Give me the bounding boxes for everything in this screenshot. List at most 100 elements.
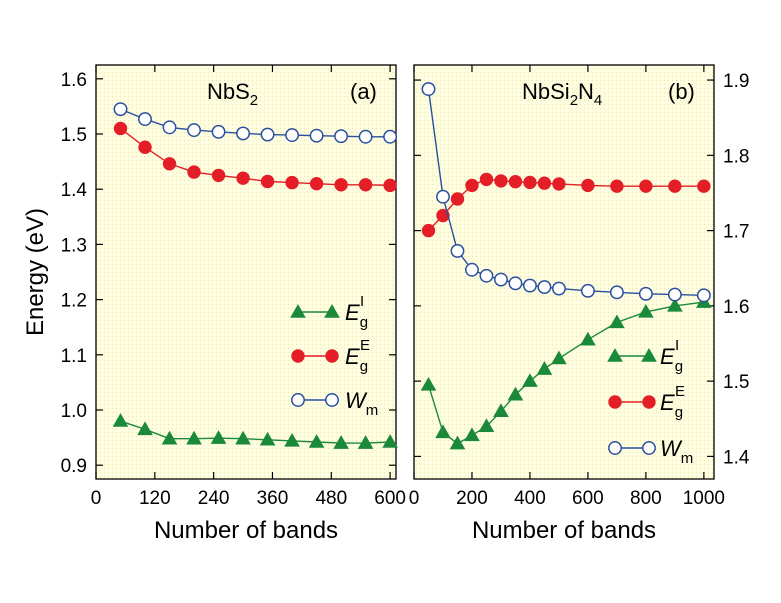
data-point-EgE — [450, 192, 465, 206]
panel-a-series — [112, 102, 398, 449]
data-point-EgE — [552, 177, 566, 191]
data-point-EgI — [609, 314, 625, 329]
legend-entry-Wm: Wm — [291, 388, 378, 419]
panel-a-legend: EgI EgE Wm — [290, 293, 378, 419]
data-point-Wm — [537, 280, 552, 295]
series-Wm — [421, 82, 711, 303]
legend-marker — [325, 393, 339, 407]
data-point-Wm — [421, 82, 436, 97]
data-point-EgE — [113, 121, 128, 136]
data-point-EgE — [479, 172, 494, 187]
data-point-EgI — [210, 430, 227, 444]
legend-marker — [291, 393, 305, 407]
y-tick-label: 1.3 — [61, 235, 87, 256]
y-tick-label: 1.5 — [723, 372, 749, 393]
data-point-EgI — [478, 418, 495, 433]
legend-marker — [642, 441, 656, 455]
data-point-Wm — [696, 288, 711, 303]
legend-entry-EgE: EgE — [608, 383, 685, 421]
y-tick-label: 1.1 — [61, 346, 87, 367]
data-point-EgE — [236, 171, 250, 185]
panel-b: 0 200 400 600 800 1000 1.4 1.5 1.6 1.7 1.8 1.9 NbSi… — [409, 64, 750, 509]
y-tick-label: 1.7 — [723, 222, 749, 243]
data-point-EgE — [162, 157, 177, 171]
data-point-EgI — [507, 386, 524, 401]
data-point-EgI — [449, 435, 466, 450]
series-Wm — [113, 102, 398, 144]
y-tick-label: 1.5 — [61, 125, 87, 146]
panel-a: 0 120 240 360 480 600 0.9 1.0 1.1 1.2 1.3 1.4 1.5 1.6… — [61, 64, 406, 509]
y-axis-label: Energy (eV) — [22, 208, 49, 336]
panel-b-title: NbSi2N4 — [522, 79, 602, 109]
legend-entry-Wm: Wm — [608, 436, 693, 467]
data-point-EgI — [235, 430, 251, 445]
data-point-Wm — [211, 124, 226, 139]
x-tick-label: 600 — [572, 488, 604, 509]
panel-a-x-axis-label: Number of bands — [154, 517, 338, 544]
legend-marker — [608, 441, 622, 455]
data-point-Wm — [508, 276, 523, 291]
x-tick-label: 1000 — [683, 488, 725, 509]
data-point-EgE — [309, 176, 324, 191]
y-tick-label: 1.4 — [723, 447, 750, 468]
data-point-EgE — [465, 178, 479, 193]
series-EgE — [421, 172, 711, 238]
data-point-EgI — [186, 430, 202, 445]
y-tick-label: 0.9 — [61, 456, 87, 477]
panel-a-title: NbS2 — [207, 79, 258, 109]
x-tick-label: 600 — [374, 488, 406, 509]
panel-a-label: (a) — [350, 79, 377, 104]
data-point-EgE — [523, 175, 537, 190]
data-point-Wm — [113, 102, 128, 117]
data-point-Wm — [187, 123, 201, 138]
data-point-Wm — [522, 278, 537, 293]
data-point-EgE — [494, 174, 508, 188]
data-point-Wm — [479, 268, 494, 283]
legend-entry-EgE: EgE — [291, 337, 370, 375]
data-point-EgI — [382, 434, 398, 448]
data-point-Wm — [138, 112, 152, 127]
data-point-EgE — [697, 179, 711, 193]
data-point-Wm — [436, 189, 450, 204]
panel-b-title-subscript-2: 4 — [594, 92, 602, 109]
x-tick-label: 0 — [91, 488, 102, 509]
data-point-EgI — [137, 421, 153, 436]
legend-entry-EgI: EgI — [290, 293, 368, 331]
data-point-Wm — [162, 120, 177, 135]
data-point-EgI — [112, 413, 129, 427]
data-point-EgE — [383, 178, 397, 193]
series-EgI — [112, 413, 398, 449]
data-point-EgI — [551, 350, 567, 365]
data-point-EgE — [334, 178, 348, 192]
data-point-Wm — [609, 285, 624, 300]
data-point-Wm — [334, 129, 349, 144]
data-point-EgE — [421, 223, 436, 238]
y-tick-label: 1.8 — [723, 146, 749, 167]
panel-b-x-axis-label: Number of bands — [472, 517, 656, 544]
data-point-EgI — [667, 297, 683, 312]
data-point-EgI — [357, 435, 374, 449]
legend-marker — [641, 348, 657, 362]
data-point-EgE — [639, 179, 653, 193]
data-point-EgE — [211, 168, 226, 183]
data-point-EgI — [638, 303, 654, 318]
x-tick-label: 360 — [257, 488, 289, 509]
data-point-EgI — [284, 432, 300, 447]
data-point-Wm — [551, 281, 566, 296]
data-point-EgE — [138, 140, 152, 154]
data-point-EgI — [435, 424, 451, 439]
data-point-Wm — [494, 272, 508, 287]
data-point-Wm — [667, 287, 682, 302]
data-point-Wm — [465, 262, 479, 277]
data-point-Wm — [358, 129, 373, 144]
x-tick-label: 120 — [139, 488, 171, 509]
panel-a-plot-area — [95, 64, 397, 480]
y-tick-label: 1.6 — [61, 70, 87, 91]
data-point-EgE — [537, 176, 552, 190]
data-point-Wm — [580, 283, 595, 298]
legend-label: EgE — [345, 337, 370, 375]
data-point-EgI — [420, 376, 437, 391]
data-point-EgE — [436, 208, 450, 223]
y-tick-label: 1.2 — [61, 291, 87, 312]
